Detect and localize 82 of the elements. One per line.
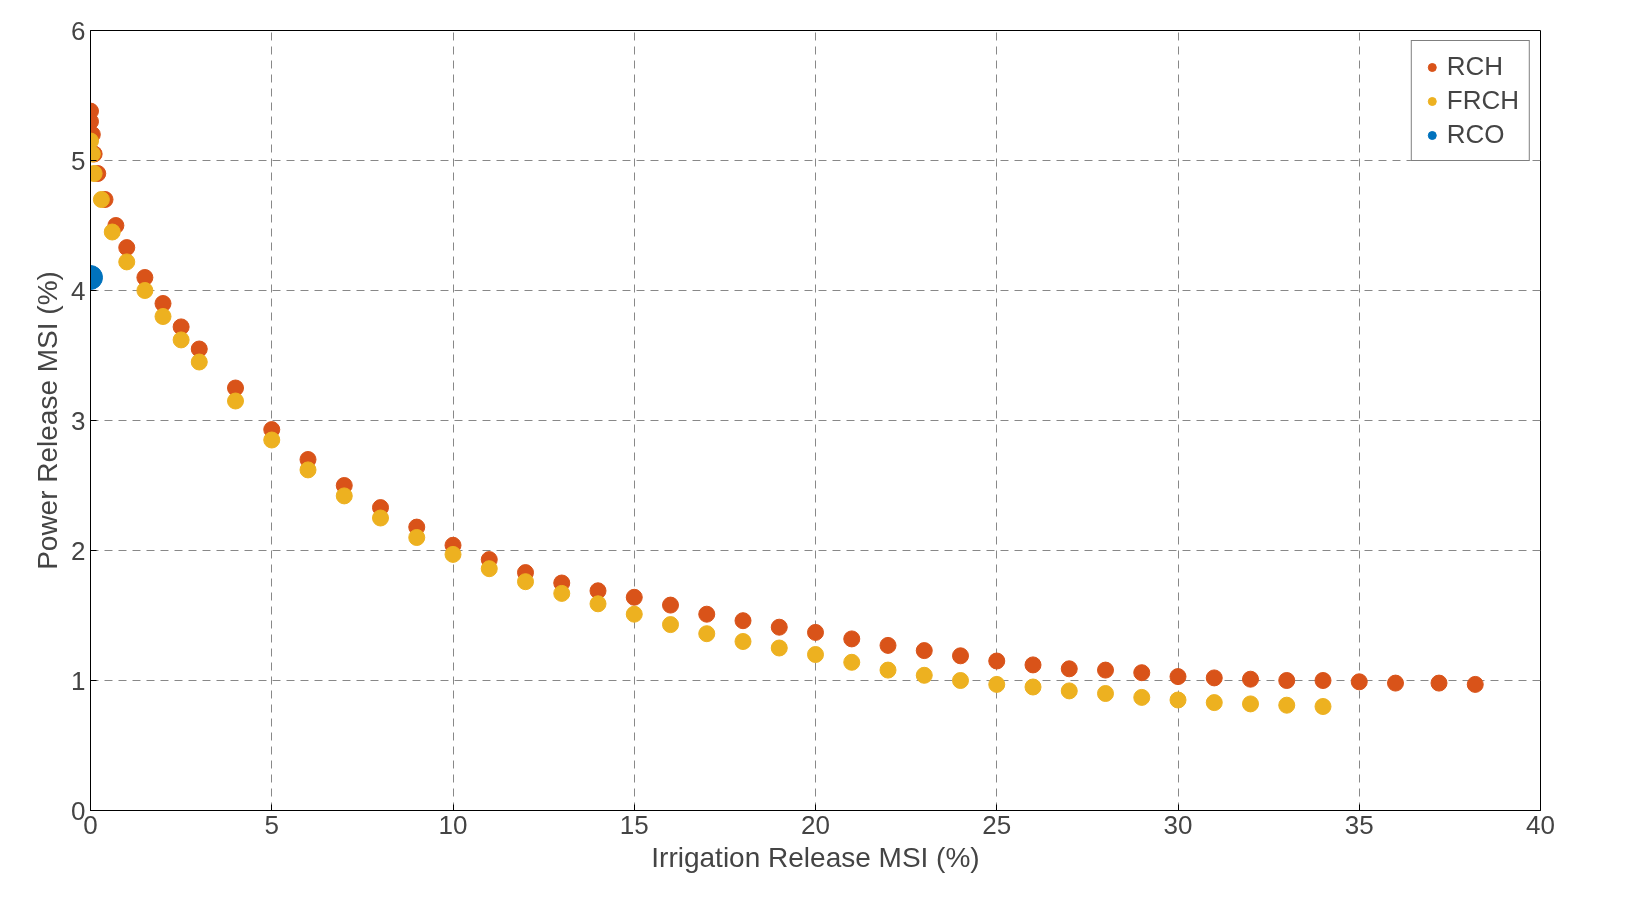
point: [1060, 660, 1078, 678]
legend-label: RCO: [1446, 119, 1505, 150]
y-tick-label: 4: [71, 275, 86, 306]
point: [952, 647, 969, 665]
point: [1024, 656, 1042, 674]
point: [770, 618, 788, 636]
point: [335, 487, 353, 505]
y-tick-label: 2: [71, 535, 86, 566]
x-tick-label: 10: [438, 809, 468, 840]
point: [1024, 678, 1042, 696]
point: [807, 646, 824, 663]
point: [698, 605, 716, 623]
point: [1169, 668, 1187, 686]
y-tick-label: 5: [71, 145, 86, 176]
y-tick-label: 6: [71, 15, 86, 46]
point: [879, 636, 897, 654]
point: [1278, 672, 1296, 689]
y-tick-label: 1: [71, 665, 86, 696]
point: [1169, 691, 1187, 709]
point: [1314, 672, 1332, 689]
point: [734, 612, 752, 630]
point: [698, 625, 716, 643]
legend-label: FRCH: [1446, 85, 1519, 116]
x-tick-label: 20: [801, 809, 830, 840]
point: [372, 509, 389, 527]
point: [988, 675, 1006, 693]
legend-label: RCH: [1446, 51, 1504, 82]
point: [1133, 688, 1151, 706]
point: [263, 431, 281, 449]
point: [553, 584, 571, 602]
point: [952, 672, 969, 689]
point: [879, 661, 897, 679]
point: [1205, 669, 1223, 687]
point: [1466, 675, 1484, 693]
point: [1060, 682, 1078, 700]
point: [1242, 695, 1259, 713]
point: [1350, 673, 1368, 691]
x-axis-title: Irrigation Release MSI (%): [651, 841, 980, 873]
point: [1205, 694, 1223, 712]
point: [1278, 696, 1296, 714]
point: [589, 595, 607, 613]
point: [480, 560, 498, 578]
point: [227, 392, 244, 410]
point: [92, 191, 110, 208]
point: [734, 633, 752, 650]
y-axis-title: Power Release MSI (%): [32, 271, 64, 570]
y-tick-label: 3: [71, 405, 86, 436]
point: [843, 653, 861, 671]
x-tick-label: 30: [1163, 809, 1193, 840]
point: [1314, 698, 1332, 715]
point: [408, 529, 426, 546]
x-tick-label: 15: [619, 809, 649, 840]
point: [517, 573, 534, 591]
point: [118, 253, 136, 271]
point: [662, 596, 679, 614]
point: [1133, 664, 1151, 682]
point: [172, 331, 190, 349]
point: [190, 353, 208, 371]
point: [915, 642, 933, 660]
point: [807, 623, 824, 641]
point: [1097, 685, 1114, 702]
point: [154, 308, 172, 325]
x-tick-label: 5: [264, 809, 279, 840]
point: [625, 605, 643, 623]
point: [915, 666, 933, 684]
point: [1097, 661, 1114, 679]
point: [1430, 674, 1448, 692]
point: [299, 461, 317, 479]
point: [662, 616, 679, 634]
point: [625, 588, 643, 606]
x-tick-label: 40: [1526, 809, 1555, 840]
point: [843, 630, 861, 648]
point: [103, 223, 121, 241]
x-tick-label: 35: [1344, 809, 1374, 840]
point: [1387, 674, 1404, 692]
point: [770, 639, 788, 657]
point: [136, 282, 154, 299]
point: [988, 652, 1006, 670]
point: [1242, 670, 1259, 688]
point: [118, 239, 136, 257]
point: [444, 545, 462, 563]
x-tick-label: 25: [982, 809, 1012, 840]
